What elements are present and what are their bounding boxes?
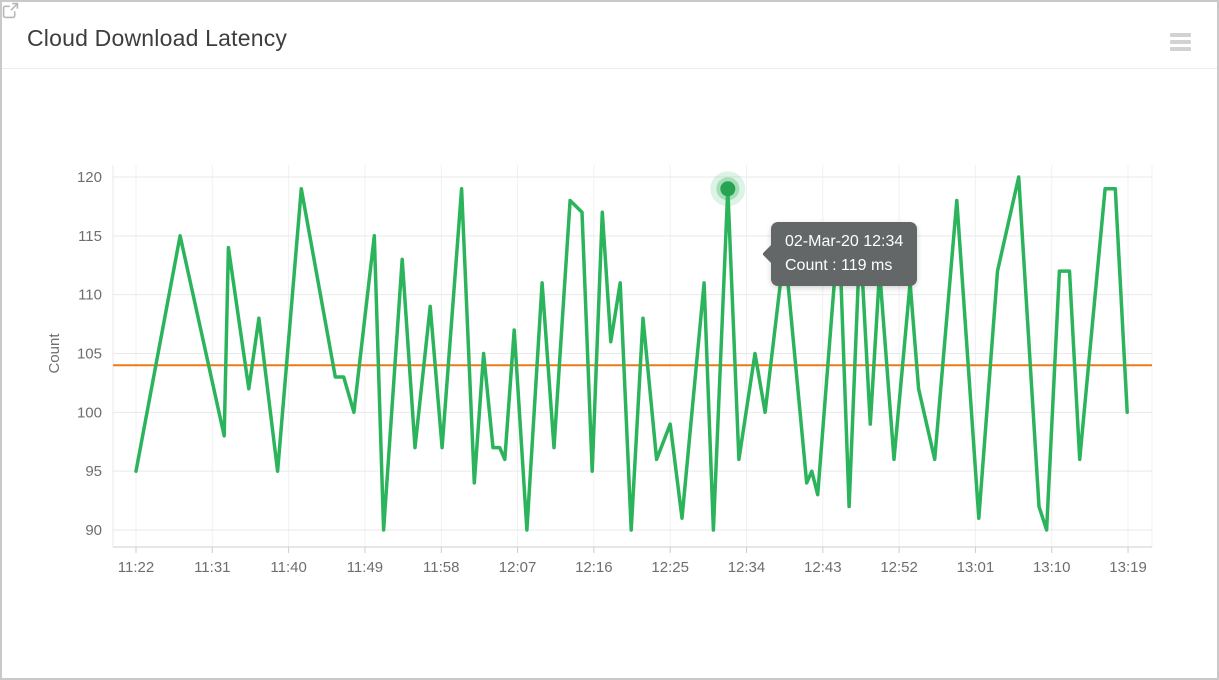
y-tick-label: 90 [85,522,102,539]
x-tick-label: 13:19 [1109,559,1147,576]
chart-canvas[interactable]: 90 95 100 105 110 115 120 11:22 11:31 11:40 11:49 1… [2,69,1219,680]
y-tick-label: 110 [78,287,102,304]
tooltip-value: Count : 119 ms [785,257,893,274]
external-link-icon[interactable] [2,2,315,48]
x-tick-label: 13:10 [1033,559,1071,576]
x-tick-label: 12:16 [575,559,613,576]
x-tick-label: 12:52 [880,559,918,576]
latency-series-line [134,175,1129,532]
y-tick-label: 115 [78,228,102,245]
x-tick-label: 11:31 [194,559,230,576]
y-tick-label: 95 [85,463,102,480]
latency-chart: 90 95 100 105 110 115 120 11:22 11:31 11:40 11:49 1… [2,69,1217,678]
y-axis-title: Count [46,333,63,374]
y-tick-label: 120 [77,169,102,186]
widget-header: Cloud Download Latency [2,2,1217,69]
x-tick-label: 11:40 [270,559,306,576]
hamburger-menu-icon[interactable] [1170,33,1191,51]
x-tick-label: 12:34 [728,559,766,576]
x-tick-label: 11:49 [347,559,383,576]
x-tick-label: 12:07 [499,559,537,576]
x-tick-label: 12:25 [651,559,689,576]
x-tick-label: 12:43 [804,559,842,576]
x-tick-label: 11:58 [423,559,459,576]
y-tick-label: 100 [77,404,102,421]
highlighted-point-marker[interactable] [720,181,736,197]
page-title: Cloud Download Latency [27,25,288,51]
chart-tooltip: 02-Mar-20 12:34 Count : 119 ms [762,222,918,286]
x-tick-label: 11:22 [118,559,154,576]
tooltip-timestamp: 02-Mar-20 12:34 [785,233,904,250]
x-tick-label: 13:01 [957,559,995,576]
y-tick-label: 105 [77,346,102,363]
